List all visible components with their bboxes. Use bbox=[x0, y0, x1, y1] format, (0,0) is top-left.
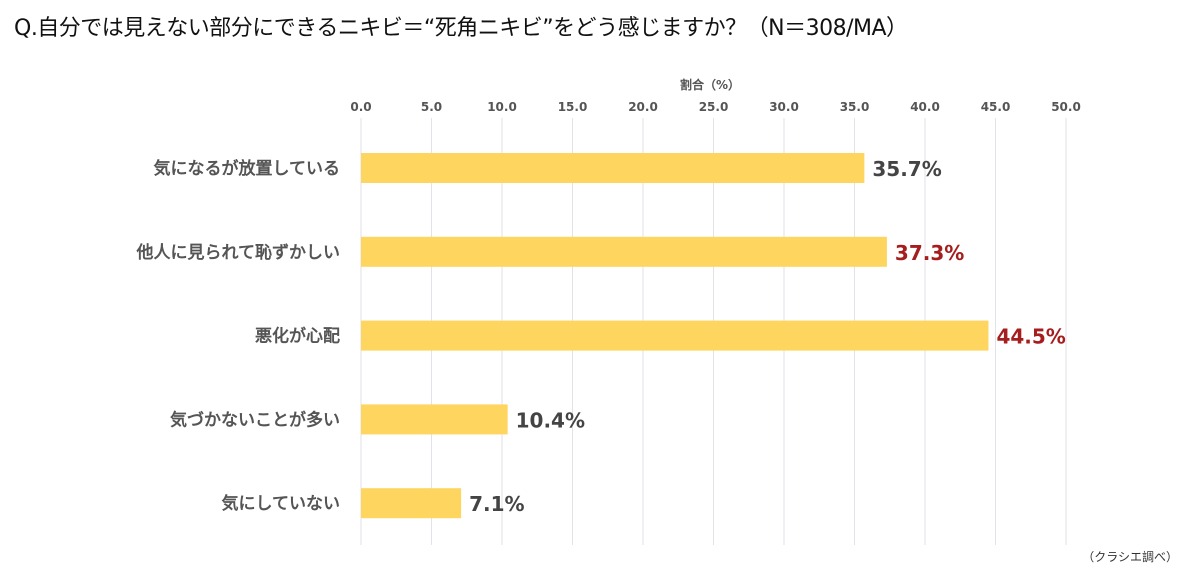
category-label: 悪化が心配 bbox=[255, 326, 340, 347]
bar bbox=[361, 404, 508, 435]
data-label: 10.4% bbox=[516, 408, 585, 432]
x-tick-label: 30.0 bbox=[769, 100, 799, 114]
bar bbox=[361, 320, 989, 351]
x-tick-label: 20.0 bbox=[628, 100, 658, 114]
bar bbox=[361, 236, 887, 267]
x-tick-label: 25.0 bbox=[699, 100, 729, 114]
x-tick-label: 5.0 bbox=[421, 100, 442, 114]
bar bbox=[361, 153, 865, 183]
chart-title: Q.自分では見えない部分にできるニキビ＝“死角ニキビ”をどう感じますか？（N＝3… bbox=[14, 16, 908, 41]
category-label: 気づかないことが多い bbox=[169, 409, 340, 430]
bar bbox=[361, 488, 462, 519]
category-label: 気になるが放置している bbox=[153, 158, 341, 179]
source-note: （クラシエ調べ） bbox=[1082, 550, 1178, 564]
x-tick-label: 35.0 bbox=[840, 100, 870, 114]
x-tick-label: 10.0 bbox=[487, 100, 517, 114]
x-axis-label: 割合（%） bbox=[680, 78, 741, 92]
data-label: 35.7% bbox=[872, 157, 941, 181]
data-label: 7.1% bbox=[469, 492, 524, 516]
x-tick-label: 50.0 bbox=[1051, 100, 1081, 114]
x-tick-label: 45.0 bbox=[981, 100, 1011, 114]
x-tick-label: 40.0 bbox=[910, 100, 940, 114]
x-tick-label: 15.0 bbox=[558, 100, 588, 114]
x-tick-label: 0.0 bbox=[350, 100, 371, 114]
category-label: 他人に見られて恥ずかしい bbox=[136, 242, 341, 263]
data-label: 44.5% bbox=[996, 325, 1065, 349]
data-label: 37.3% bbox=[895, 241, 964, 265]
category-label: 気にしていない bbox=[221, 493, 341, 514]
